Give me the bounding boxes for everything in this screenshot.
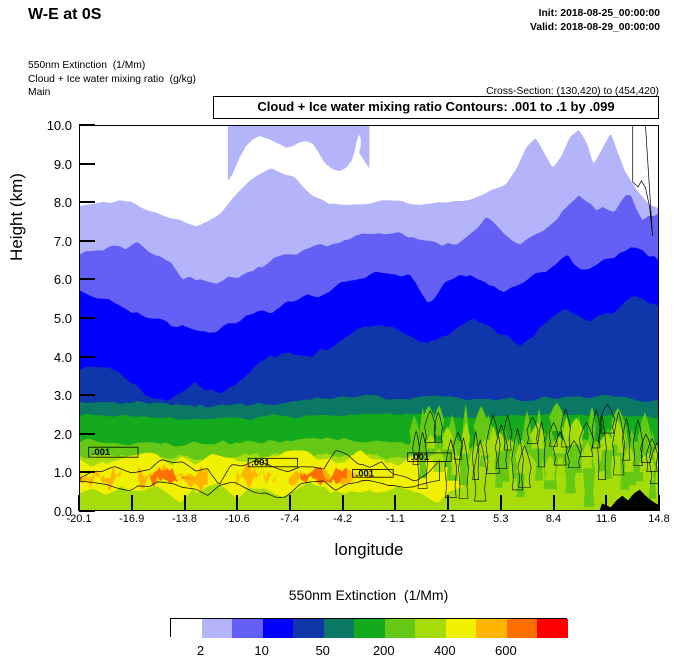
svg-text:.001: .001 [411, 452, 430, 463]
svg-text:.001: .001 [251, 458, 270, 469]
svg-text:.001: .001 [92, 447, 111, 458]
svg-text:.001: .001 [356, 468, 375, 479]
